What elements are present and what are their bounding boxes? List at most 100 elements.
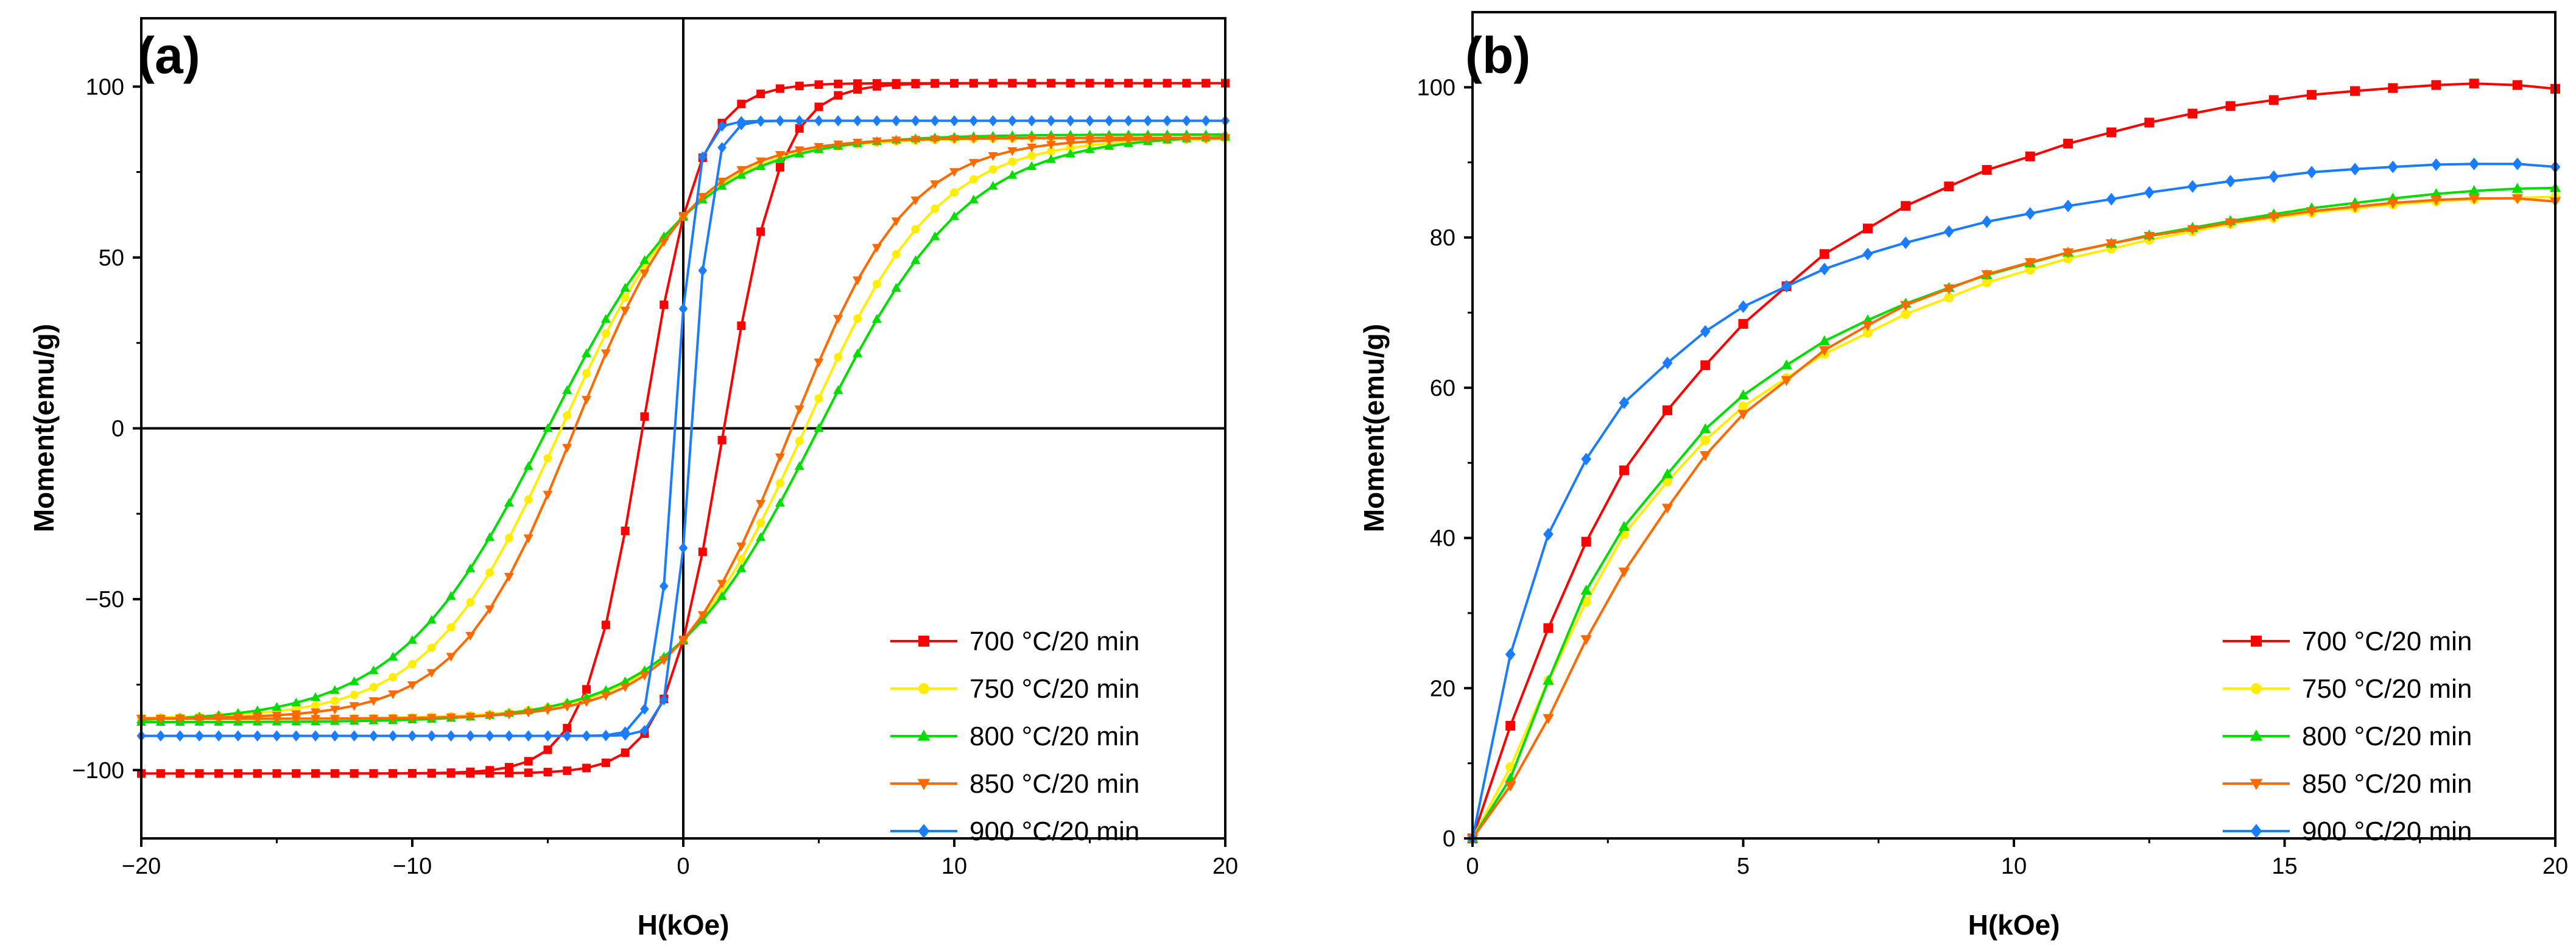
data-point-900 — [659, 580, 669, 592]
data-point-900 — [833, 115, 843, 127]
data-point-900 — [1104, 115, 1114, 127]
panel-b-x-axis-title: H(kOe) — [1968, 909, 2060, 941]
data-point-700 — [543, 768, 552, 777]
data-point-850 — [2430, 195, 2442, 206]
data-point-900 — [446, 730, 456, 742]
y-tick-label: 50 — [99, 245, 124, 271]
data-point-700 — [485, 769, 494, 778]
data-point-850 — [853, 139, 863, 148]
data-point-900 — [1738, 300, 1748, 313]
data-point-750 — [737, 555, 746, 564]
data-point-850 — [311, 708, 321, 717]
data-point-700 — [427, 769, 436, 778]
data-point-700 — [698, 547, 707, 557]
data-point-850 — [233, 715, 243, 724]
data-point-850 — [2225, 218, 2236, 229]
data-point-750 — [350, 690, 359, 700]
data-point-850 — [717, 580, 727, 589]
data-point-850 — [930, 180, 940, 189]
data-point-900 — [407, 730, 417, 742]
data-point-700 — [911, 79, 920, 88]
x-tick-label: −10 — [393, 854, 432, 879]
data-point-800 — [2468, 185, 2480, 195]
data-point-850 — [2024, 258, 2036, 269]
data-point-700 — [1085, 79, 1094, 88]
data-point-700 — [1066, 79, 1075, 88]
data-point-900 — [2225, 175, 2236, 188]
data-point-900 — [911, 115, 920, 127]
data-point-850 — [891, 217, 901, 226]
data-point-900 — [350, 730, 359, 742]
data-point-850 — [1065, 134, 1075, 144]
data-point-700 — [389, 769, 398, 778]
legend-marker — [2250, 779, 2263, 790]
panel-a-zero-lines — [141, 18, 1225, 838]
data-point-700 — [466, 769, 475, 778]
data-point-850 — [1661, 504, 1673, 514]
panel-a-x-axis: −20 −10 0 10 20 — [122, 838, 1238, 879]
data-point-850 — [756, 500, 766, 509]
data-point-700 — [2306, 90, 2317, 100]
panel-b: (b) 0 5 10 15 20 0 20 40 60 80 100 H(kOe) Moment(… — [1358, 11, 2568, 941]
series-line-750 — [1471, 195, 2556, 839]
data-point-900 — [949, 115, 959, 127]
data-point-750 — [795, 437, 804, 446]
data-point-900 — [1046, 115, 1056, 127]
data-point-900 — [1201, 115, 1211, 127]
data-point-800 — [543, 423, 553, 432]
data-point-850 — [1580, 635, 1592, 645]
x-tick-label: 20 — [1212, 854, 1238, 879]
data-point-750 — [543, 454, 552, 463]
data-point-850 — [388, 690, 398, 700]
data-point-700 — [2350, 86, 2360, 96]
legend-marker — [917, 729, 931, 741]
data-point-850 — [446, 713, 456, 723]
data-point-700 — [660, 300, 669, 309]
data-point-900 — [2349, 163, 2360, 176]
data-point-700 — [775, 84, 784, 93]
y-tick-label: 0 — [1443, 826, 1455, 852]
data-point-850 — [678, 636, 689, 645]
data-point-800 — [523, 461, 533, 470]
panel-b-tag: (b) — [1465, 27, 1530, 84]
data-point-700 — [931, 79, 940, 88]
data-point-850 — [562, 703, 572, 712]
data-point-700 — [2144, 118, 2155, 128]
data-point-800 — [949, 211, 960, 220]
data-point-850 — [194, 715, 205, 724]
data-point-800 — [639, 255, 650, 264]
data-point-750 — [756, 519, 765, 528]
data-point-800 — [349, 676, 359, 686]
data-point-700 — [1901, 201, 1911, 211]
panel-b-legend: 700 °C/20 min 750 °C/20 min 800 °C/20 min 8… — [2223, 627, 2472, 846]
data-point-900 — [2512, 157, 2523, 170]
data-point-900 — [717, 121, 727, 132]
data-point-850 — [523, 534, 533, 544]
data-point-850 — [968, 135, 979, 144]
y-tick-label: 80 — [1430, 225, 1455, 251]
data-point-850 — [600, 349, 611, 359]
data-point-700 — [156, 769, 165, 778]
data-point-750 — [931, 204, 940, 213]
data-point-700 — [2512, 80, 2522, 90]
data-point-800 — [910, 255, 921, 264]
data-point-850 — [949, 135, 960, 144]
data-point-850 — [1181, 135, 1192, 144]
data-point-750 — [911, 225, 920, 234]
data-point-900 — [562, 730, 572, 742]
data-point-700 — [2431, 80, 2441, 90]
data-point-750 — [311, 701, 320, 710]
data-point-900 — [988, 115, 998, 127]
data-point-800 — [582, 348, 592, 357]
data-point-900 — [1027, 115, 1036, 127]
legend-label: 900 °C/20 min — [970, 816, 1139, 846]
data-point-750 — [969, 175, 978, 184]
data-point-850 — [2105, 239, 2117, 250]
data-point-850 — [446, 653, 456, 662]
data-point-800 — [620, 283, 630, 292]
data-point-800 — [794, 461, 804, 470]
data-point-900 — [2025, 207, 2036, 220]
data-point-800 — [1046, 154, 1056, 163]
